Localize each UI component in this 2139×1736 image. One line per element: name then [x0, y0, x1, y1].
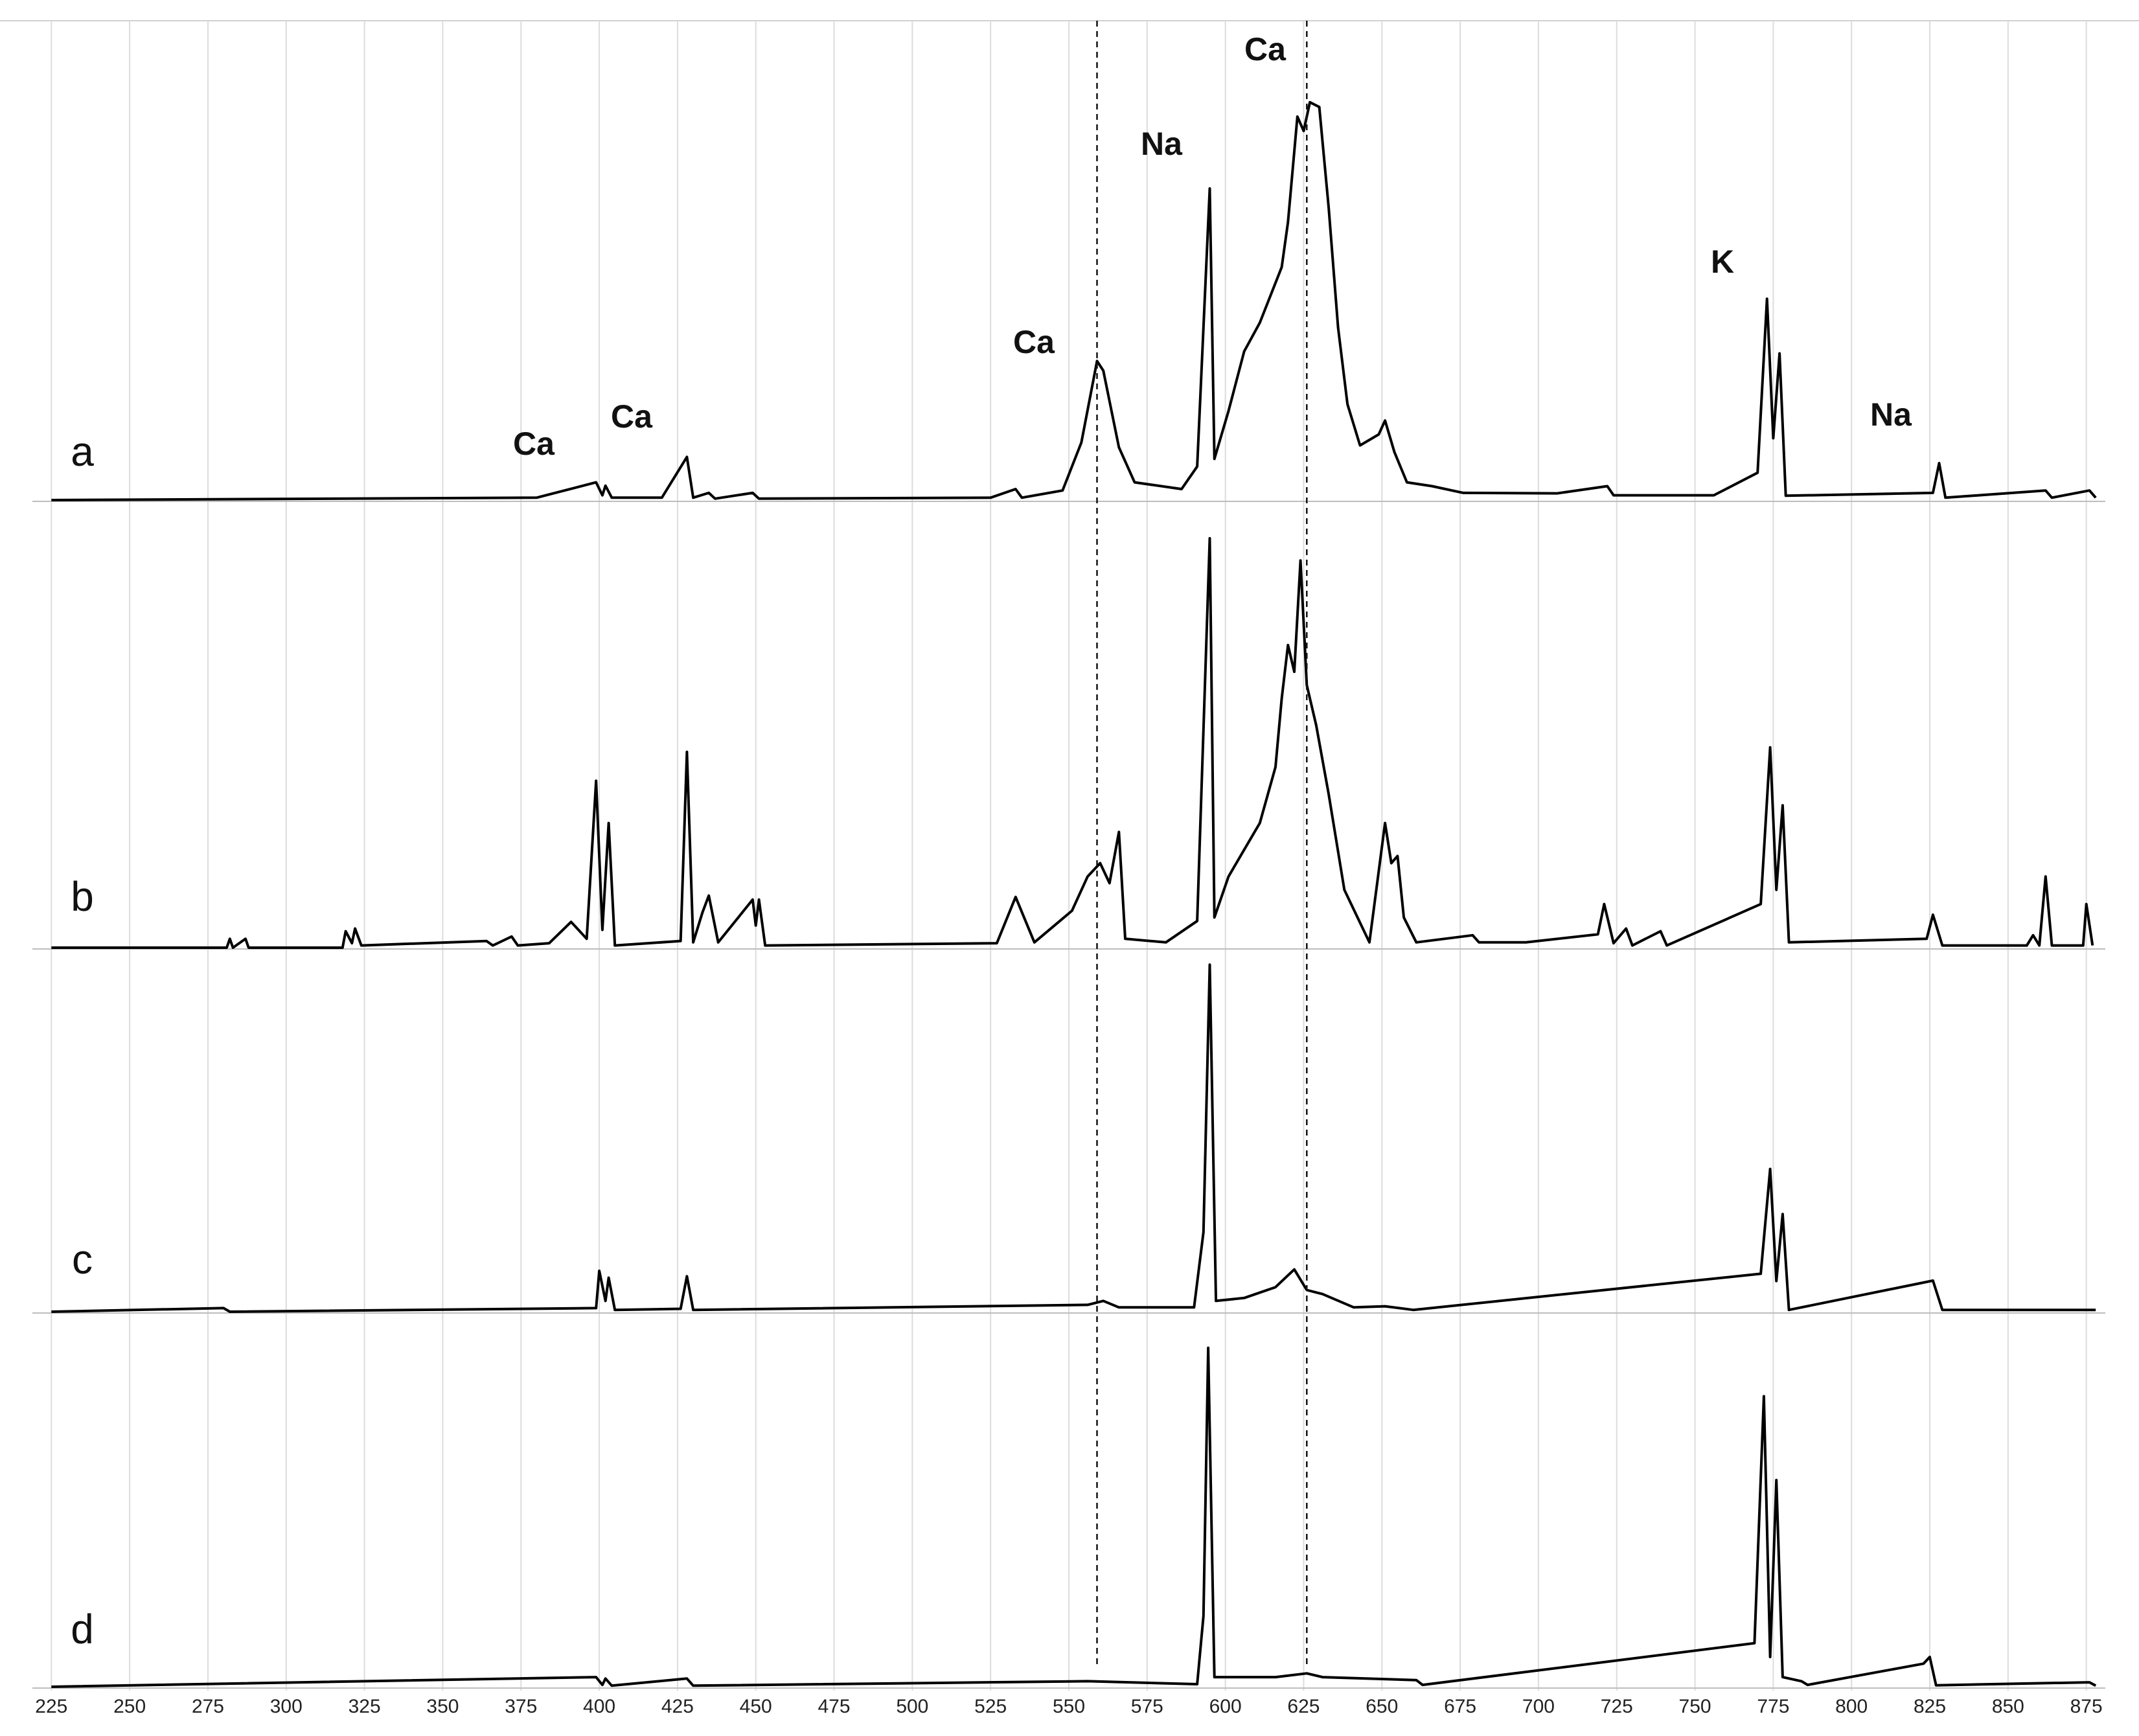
- x-tick-label: 450: [740, 1696, 772, 1717]
- x-tick-label: 375: [505, 1696, 537, 1717]
- spectrum-line: [51, 1346, 2097, 1688]
- panel-label: c: [72, 1236, 93, 1283]
- x-tick-label: 725: [1601, 1696, 1633, 1717]
- panel-label: d: [71, 1606, 94, 1652]
- x-tick-label: 550: [1053, 1696, 1085, 1717]
- x-tick-label: 225: [35, 1696, 67, 1717]
- peak-annotation: Ca: [1013, 324, 1055, 360]
- x-tick-label: 700: [1522, 1696, 1555, 1717]
- peak-annotation: K: [1711, 244, 1734, 280]
- x-tick-label: 575: [1131, 1696, 1163, 1717]
- peak-annotation: Ca: [1244, 31, 1287, 67]
- panel-label: a: [71, 428, 94, 475]
- x-tick-label: 250: [113, 1696, 146, 1717]
- peak-annotation: Ca: [513, 426, 555, 462]
- x-tick-label: 800: [1835, 1696, 1868, 1717]
- peak-annotation: Na: [1870, 396, 1912, 433]
- x-tick-label: 275: [192, 1696, 224, 1717]
- peak-annotation: Na: [1141, 126, 1183, 162]
- x-tick-label: 750: [1679, 1696, 1711, 1717]
- spectrum-line: [51, 100, 2097, 501]
- peak-annotation: Ca: [611, 398, 653, 435]
- x-tick-label: 600: [1209, 1696, 1242, 1717]
- x-tick-label: 825: [1914, 1696, 1946, 1717]
- x-tick-label: 400: [583, 1696, 615, 1717]
- x-tick-label: 475: [818, 1696, 851, 1717]
- panel-label: b: [71, 873, 94, 920]
- x-tick-label: 775: [1757, 1696, 1789, 1717]
- x-tick-label: 675: [1444, 1696, 1476, 1717]
- x-tick-label: 500: [896, 1696, 928, 1717]
- x-tick-label: 850: [1992, 1696, 2024, 1717]
- spectrum-line: [51, 537, 2094, 949]
- x-tick-label: 300: [270, 1696, 303, 1717]
- x-tick-label: 525: [974, 1696, 1007, 1717]
- x-tick-label: 875: [2070, 1696, 2103, 1717]
- x-tick-label: 350: [426, 1696, 459, 1717]
- x-tick-label: 625: [1287, 1696, 1320, 1717]
- x-tick-label: 650: [1366, 1696, 1398, 1717]
- x-tick-label: 325: [349, 1696, 381, 1717]
- x-tick-label: 425: [661, 1696, 694, 1717]
- spectrum-line: [51, 963, 2096, 1313]
